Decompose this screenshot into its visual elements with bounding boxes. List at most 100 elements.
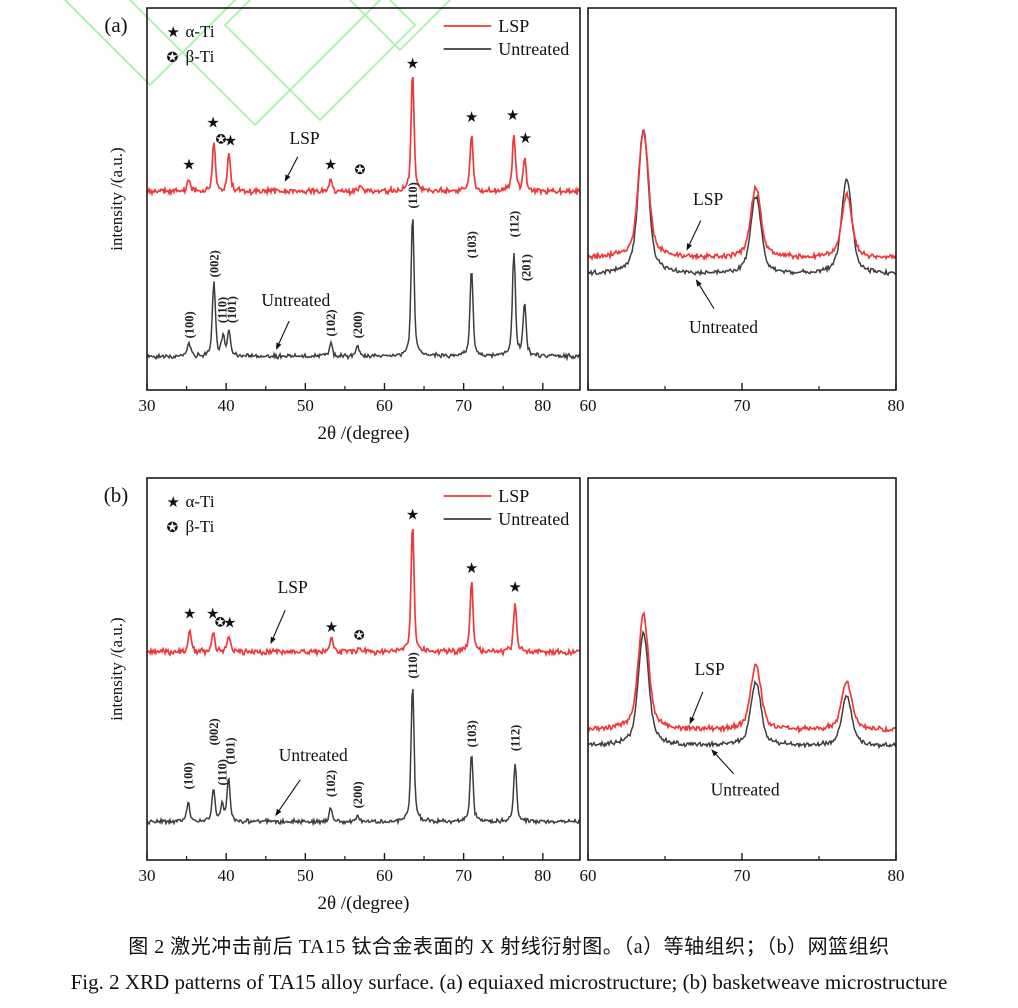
alpha-ti-star-marker: ★ [406, 54, 419, 72]
phase-legend-label: β-Ti [185, 47, 214, 66]
b-zoom-curve-untreated [588, 629, 896, 750]
annotation-lsp: LSP [289, 128, 319, 148]
caption-chinese: 图 2 激光冲击前后 TA15 钛合金表面的 X 射线衍射图。（a）等轴组织；（… [128, 936, 890, 958]
annotation-arrow-head [689, 716, 695, 725]
x-tick-label: 60 [580, 396, 597, 415]
alpha-ti-star-marker: ★ [324, 156, 337, 174]
xrd-figure-svg: 30 40 50 60 70 80 2θ /(degree) intensity /(a.u.… [63, 0, 905, 914]
beta-ti-circle-marker: ✪ [354, 629, 365, 644]
x-tick-label: 40 [218, 866, 235, 885]
annotation-lsp: LSP [693, 189, 723, 209]
peak-label: (002) [207, 718, 221, 745]
annotation-arrow-line [715, 754, 734, 775]
watermark-diamond [128, 0, 382, 127]
y-axis-label: intensity /(a.u.) [107, 617, 126, 720]
peak-label: (112) [509, 725, 523, 751]
alpha-ti-star-icon: ★ [166, 23, 179, 41]
peak-label: (002) [207, 250, 221, 277]
peak-label: (102) [324, 770, 338, 797]
alpha-ti-star-marker: ★ [183, 605, 196, 623]
peak-label: (110) [215, 759, 229, 785]
alpha-ti-star-marker: ★ [182, 156, 195, 174]
b-zoom-plot: 60 70 80 LSP Untreated [580, 477, 905, 885]
annotation-untreated: Untreated [689, 317, 758, 337]
annotation-arrow-head [270, 636, 276, 645]
x-tick-label: 70 [455, 866, 472, 885]
annotation-lsp: LSP [278, 577, 308, 597]
watermark-diamond [223, 0, 417, 122]
alpha-ti-star-marker: ★ [519, 129, 532, 147]
alpha-ti-star-marker: ★ [206, 114, 219, 132]
a-main-frame [146, 7, 581, 391]
peak-label: (102) [324, 309, 338, 336]
x-tick-label: 40 [218, 396, 235, 415]
annotation-arrow-head [284, 174, 291, 182]
annotation-arrow-line [272, 610, 286, 638]
phase-legend-label: α-Ti [185, 492, 214, 511]
alpha-ti-star-marker: ★ [465, 559, 478, 577]
b-zoom-curve-lsp [588, 611, 896, 735]
peak-label: (110) [216, 297, 230, 323]
b-main-curve-lsp [147, 528, 580, 658]
alpha-ti-star-icon: ★ [166, 493, 179, 511]
x-tick-label: 70 [734, 866, 751, 885]
b-zoom-frame [587, 477, 897, 861]
annotation-untreated: Untreated [261, 290, 330, 310]
alpha-ti-star-marker: ★ [508, 578, 521, 596]
a-main-curve-lsp [147, 76, 580, 198]
peak-label: (100) [182, 311, 196, 338]
beta-ti-circle-marker: ✪ [216, 133, 227, 148]
annotation-arrow-head [686, 243, 692, 251]
x-tick-label: 30 [139, 396, 156, 415]
legend-label-lsp: LSP [498, 16, 529, 36]
peak-label: (103) [465, 231, 479, 258]
a-main-plot: 30 40 50 60 70 80 2θ /(degree) intensity /(a.u.… [104, 7, 581, 444]
alpha-ti-star-marker: ★ [206, 605, 219, 623]
a-zoom-curve-lsp [588, 128, 896, 262]
annotation-arrow-line [691, 691, 704, 719]
legend-label-lsp: LSP [498, 486, 529, 506]
beta-ti-circle-icon: ✪ [166, 520, 178, 536]
annotation-untreated: Untreated [279, 745, 348, 765]
peak-label: (201) [520, 254, 534, 281]
annotation-untreated: Untreated [711, 779, 780, 799]
phase-legend-label: α-Ti [185, 22, 214, 41]
x-tick-label: 60 [376, 396, 393, 415]
beta-ti-circle-marker: ✪ [215, 615, 226, 630]
beta-ti-circle-marker: ✪ [354, 163, 365, 178]
annotation-arrow-line [699, 284, 715, 310]
x-tick-label: 60 [580, 866, 597, 885]
peak-label: (103) [465, 720, 479, 747]
peak-label: (110) [406, 182, 420, 208]
annotation-arrow-line [287, 156, 299, 176]
x-tick-label: 70 [734, 396, 751, 415]
alpha-ti-star-marker: ★ [325, 618, 338, 636]
peak-label: (100) [182, 762, 196, 789]
b-main-frame [146, 477, 581, 861]
peak-label: (101) [225, 296, 239, 323]
alpha-ti-star-marker: ★ [506, 106, 519, 124]
phase-legend-label: β-Ti [185, 517, 214, 536]
annotation-arrow-line [278, 779, 301, 811]
b-main-plot: 30 40 50 60 70 80 2θ /(degree) intensity /(a.u.… [104, 477, 581, 914]
x-tick-label: 80 [888, 866, 905, 885]
annotation-arrow-head [275, 808, 282, 817]
panel-label: (b) [104, 483, 129, 507]
a-zoom-plot: 60 70 80 LSP Untreated [580, 7, 905, 415]
b-main-curve-untreated [147, 688, 580, 827]
x-tick-label: 60 [376, 866, 393, 885]
peak-label: (200) [351, 781, 365, 808]
peak-label: (110) [406, 652, 420, 678]
a-main-curve-untreated [147, 219, 580, 362]
peak-label: (112) [507, 211, 521, 237]
beta-ti-circle-icon: ✪ [166, 50, 178, 66]
y-axis-label: intensity /(a.u.) [107, 147, 126, 250]
annotation-arrow-head [695, 279, 702, 287]
caption-english: Fig. 2 XRD patterns of TA15 alloy surfac… [70, 970, 948, 994]
alpha-ti-star-marker: ★ [406, 505, 419, 523]
legend-label-untreated: Untreated [498, 509, 569, 529]
peak-label: (101) [224, 737, 238, 764]
annotation-arrow-line [689, 220, 702, 245]
x-tick-label: 80 [534, 396, 551, 415]
